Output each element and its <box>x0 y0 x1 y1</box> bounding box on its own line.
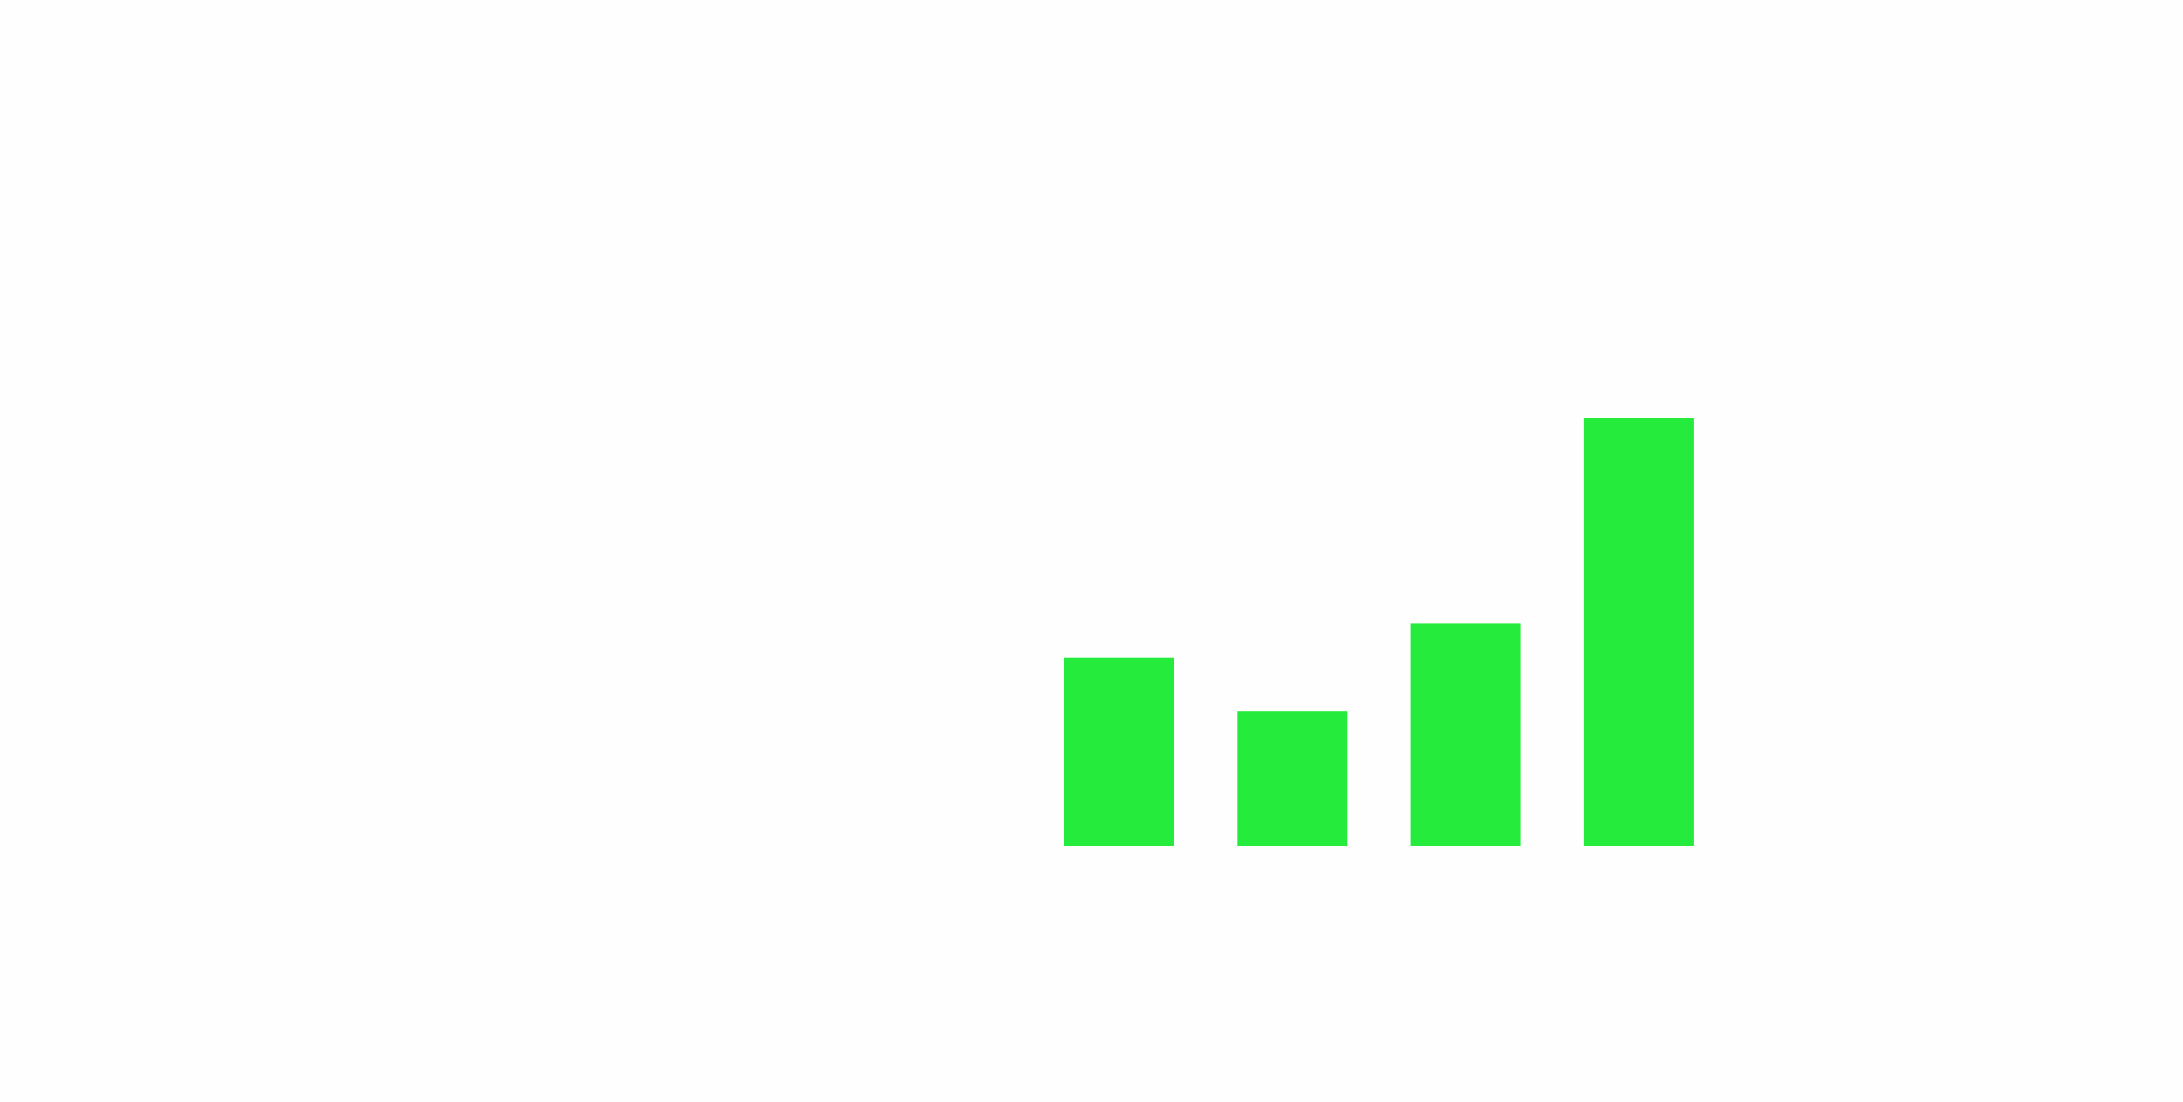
bar-1 <box>1064 657 1174 846</box>
bars-group <box>1064 418 1694 846</box>
bar-2 <box>1237 711 1348 846</box>
bar-3 <box>1410 623 1521 846</box>
bar-4 <box>1583 418 1694 846</box>
